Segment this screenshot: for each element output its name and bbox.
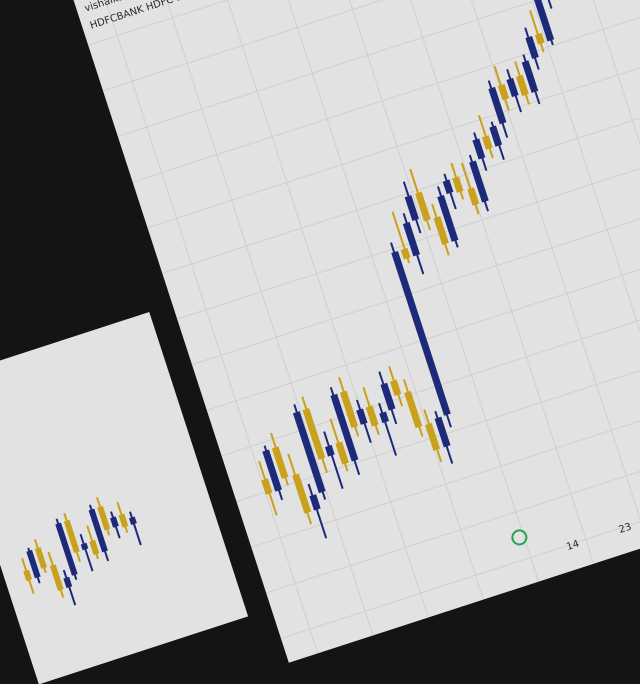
candle-body (389, 379, 402, 396)
candle-body (23, 569, 32, 581)
candle[interactable] (400, 379, 425, 438)
candle-body (404, 390, 423, 429)
candle-body (49, 564, 64, 591)
candle-body (261, 478, 273, 495)
candle-body (110, 516, 119, 528)
background-candle (127, 511, 144, 546)
candle-body (442, 179, 454, 194)
candle-body (400, 248, 411, 260)
candle-body (378, 411, 389, 424)
candle-body (325, 444, 336, 457)
candle-body (129, 516, 137, 525)
candle-body (63, 576, 73, 588)
candle-body (482, 135, 493, 150)
candle-body (534, 32, 545, 45)
candle-body (309, 494, 321, 511)
candle-wick (129, 511, 142, 546)
candle-body (497, 83, 509, 101)
candle-body (80, 542, 89, 551)
candle-body (118, 513, 129, 528)
candle-body (452, 176, 464, 193)
candle-body (356, 408, 368, 425)
